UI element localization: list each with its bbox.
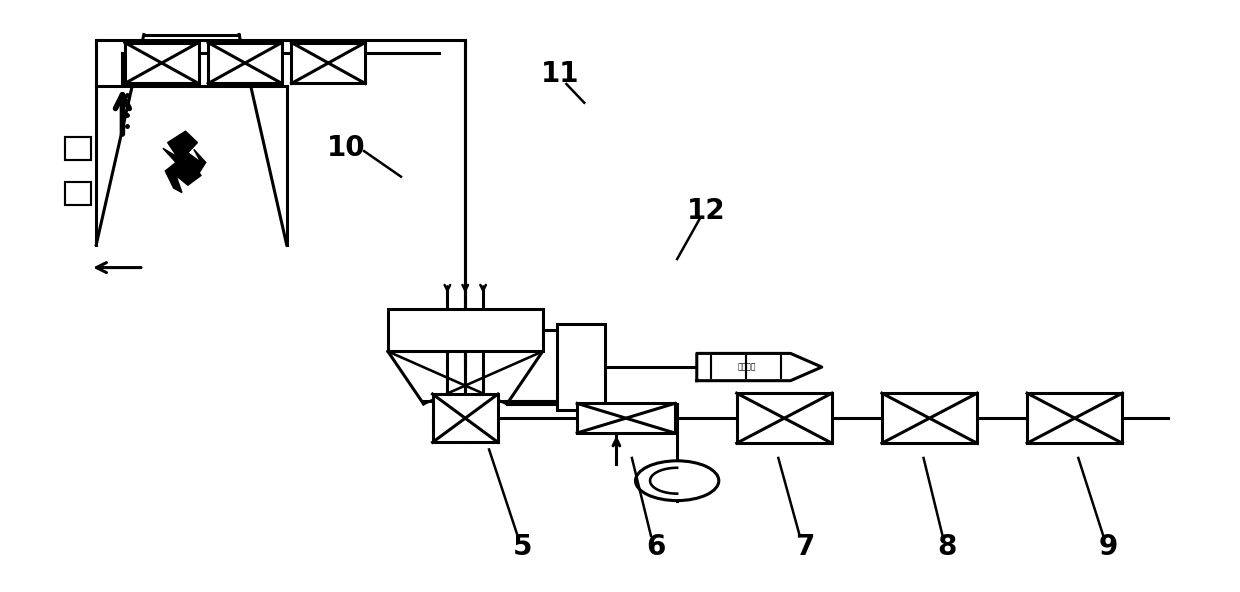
Text: 11: 11 — [541, 60, 580, 88]
Bar — [388, 309, 543, 352]
Bar — [577, 403, 675, 433]
Bar — [125, 43, 198, 83]
Polygon shape — [162, 131, 206, 192]
Bar — [208, 43, 281, 83]
Text: 8: 8 — [937, 533, 957, 561]
Text: 7: 7 — [795, 533, 815, 561]
Bar — [66, 182, 92, 205]
Polygon shape — [697, 353, 822, 381]
Bar — [433, 394, 498, 442]
Bar — [737, 393, 832, 443]
Text: 低温烟气: 低温烟气 — [738, 362, 756, 372]
Text: 10: 10 — [327, 134, 366, 162]
Circle shape — [635, 461, 719, 501]
Bar — [557, 324, 605, 410]
Text: 12: 12 — [687, 197, 725, 225]
Text: 5: 5 — [512, 533, 532, 561]
Bar — [66, 137, 92, 160]
Bar — [1027, 393, 1122, 443]
Text: 9: 9 — [1099, 533, 1117, 561]
Text: 6: 6 — [646, 533, 666, 561]
Bar — [291, 43, 366, 83]
Bar — [882, 393, 977, 443]
